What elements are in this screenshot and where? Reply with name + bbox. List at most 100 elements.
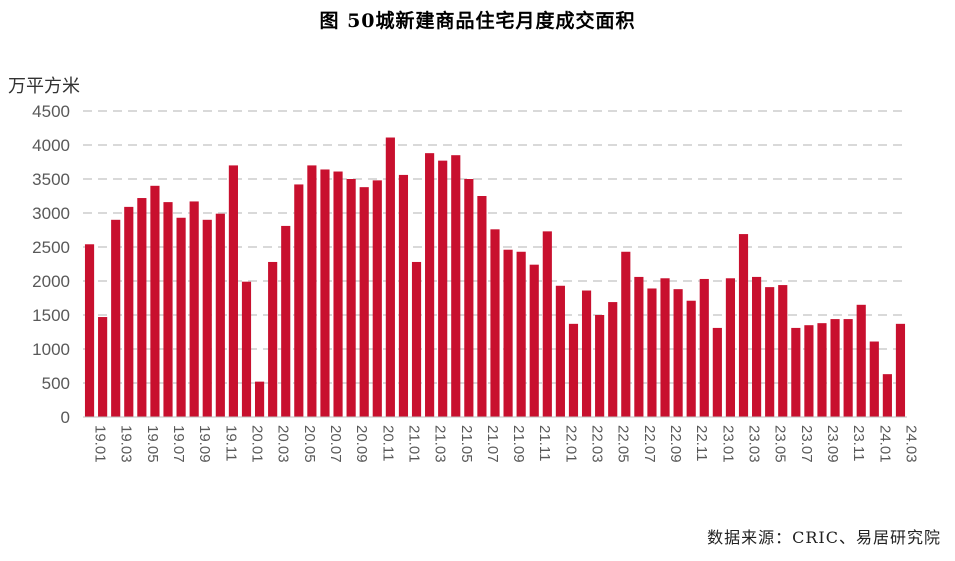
bar [882,374,892,417]
bar [621,251,631,417]
bar [124,206,134,417]
y-tick-label: 3500 [32,170,70,189]
y-axis-ticks: 0 500 1000 1500 2000 2500 3000 3500 4000 4500 [32,102,70,427]
bar [791,327,801,417]
x-tick-label: 20.09 [353,425,370,463]
bar [411,261,422,417]
bar [869,341,879,417]
bar [320,169,330,417]
bar [804,325,814,417]
bar [372,180,382,417]
bar [529,264,539,417]
x-tick-label: 21.07 [484,425,501,463]
bar [228,165,238,417]
bar [385,137,395,417]
bar [725,278,736,417]
bar [398,174,409,417]
bar [555,285,565,417]
x-tick-label: 22.07 [641,425,658,463]
x-tick-label: 21.05 [458,425,475,463]
bar [84,244,95,417]
x-tick-label: 22.11 [693,425,710,461]
x-tick-label: 20.05 [301,425,318,463]
bar [830,319,840,417]
bar [581,290,592,417]
bars [84,137,906,417]
x-tick-label: 23.01 [719,425,736,463]
x-tick-label: 23.05 [772,425,789,463]
x-tick-label: 20.11 [379,425,396,461]
x-tick-label: 23.07 [798,425,815,463]
bar [712,327,722,417]
bar [464,179,474,417]
bar [346,179,356,417]
y-tick-label: 4000 [32,136,70,155]
x-tick-label: 19.07 [170,425,187,463]
x-tick-label: 20.07 [327,425,344,463]
bar [451,155,461,417]
x-axis-ticks: 19.01 19.03 19.05 19.07 19.09 19.11 20.01 20.03… [92,425,920,463]
bar [333,171,343,417]
bar [608,302,618,417]
bar [699,278,709,417]
bar [111,219,121,417]
y-tick-label: 1000 [32,340,70,359]
bar [817,323,827,417]
bar [738,234,749,417]
bar [163,202,173,417]
x-tick-label: 19.09 [196,425,213,463]
x-tick-label: 23.09 [824,425,841,463]
bar [189,201,199,417]
x-tick-label: 24.01 [876,425,893,463]
bar [241,281,252,417]
bar [137,198,147,417]
y-tick-label: 0 [61,408,70,427]
x-tick-label: 19.05 [144,425,161,463]
bar [856,304,866,417]
bar [595,315,605,417]
x-tick-label: 19.01 [92,425,109,463]
bar [895,323,906,417]
x-tick-label: 21.03 [432,425,449,463]
x-tick-label: 20.03 [275,425,292,463]
x-tick-label: 21.11 [536,425,553,461]
x-tick-label: 22.09 [667,425,684,463]
bar [215,213,225,417]
x-tick-label: 23.03 [746,425,763,463]
bar [150,185,160,417]
bar [254,381,265,417]
bar [98,317,108,417]
x-tick-label: 21.09 [510,425,527,463]
x-tick-label: 23.11 [850,425,867,461]
y-tick-label: 3000 [32,204,70,223]
y-tick-label: 500 [42,374,70,393]
bar [307,165,317,417]
bar [778,285,788,417]
y-tick-label: 2000 [32,272,70,291]
x-tick-label: 22.01 [562,425,579,463]
bar [202,219,212,417]
bar [281,225,291,417]
x-tick-label: 20.01 [248,425,265,463]
chart-title: 图 50城新建商品住宅月度成交面积 [319,10,636,32]
y-tick-label: 2500 [32,238,70,257]
bar [359,187,369,417]
bar [843,319,853,417]
bar [490,229,500,417]
bar [503,249,513,417]
bar [268,261,278,417]
bar [568,323,579,417]
bar [425,153,435,417]
bar [647,288,657,417]
bar [660,278,670,417]
bar [686,300,696,417]
x-tick-label: 24.03 [902,425,919,463]
x-tick-label: 22.03 [589,425,606,463]
x-tick-label: 19.03 [118,425,135,463]
bar [673,289,683,417]
y-axis-unit-label: 万平方米 [8,76,80,97]
bar [294,184,304,417]
bar [176,217,186,417]
bar [477,196,487,417]
